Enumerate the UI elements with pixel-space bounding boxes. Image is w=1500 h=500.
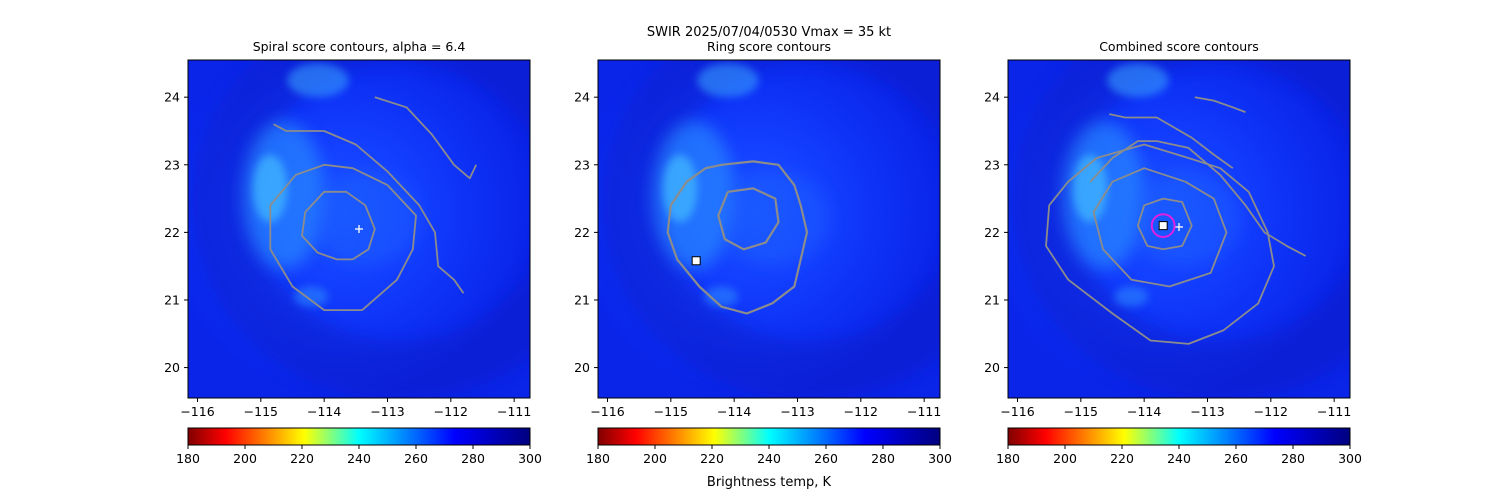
colorbar-tick-label: 260 bbox=[814, 451, 838, 466]
x-tick-label: −116 bbox=[1000, 404, 1034, 419]
contour-line bbox=[666, 160, 809, 315]
y-tick-label: 24 bbox=[574, 90, 590, 105]
y-tick-label: 22 bbox=[984, 225, 1000, 240]
x-tick-label: −111 bbox=[907, 404, 941, 419]
panel-2: Ring score contours −116 −115 −114 −113 −112 −… bbox=[574, 39, 952, 466]
ir-image bbox=[598, 60, 940, 398]
plus-marker bbox=[355, 225, 363, 233]
x-tick-label: −116 bbox=[590, 404, 624, 419]
colorbar-gradient bbox=[1007, 427, 1351, 446]
colorbar: 180 200 220 240 260 280 300 bbox=[176, 427, 542, 466]
colorbar-tick-label: 200 bbox=[643, 451, 667, 466]
y-tick-label: 24 bbox=[984, 90, 1000, 105]
contour-line bbox=[1045, 143, 1275, 345]
circle-marker bbox=[1150, 213, 1176, 239]
x-tick-label: −111 bbox=[1317, 404, 1351, 419]
x-tick-label: −116 bbox=[180, 404, 214, 419]
y-tick-label: 20 bbox=[574, 360, 590, 375]
contour-line bbox=[269, 163, 417, 312]
y-tick-label: 20 bbox=[984, 360, 1000, 375]
contours bbox=[666, 160, 809, 315]
x-tick-label: −115 bbox=[1064, 404, 1098, 419]
square-marker bbox=[1158, 221, 1168, 231]
colorbar-tick-label: 240 bbox=[347, 451, 371, 466]
y-tick-label: 23 bbox=[164, 157, 180, 172]
contour-line bbox=[1136, 197, 1193, 251]
colorbar-tick-label: 260 bbox=[404, 451, 428, 466]
colorbar-tick-label: 220 bbox=[290, 451, 314, 466]
contour-line bbox=[717, 187, 780, 251]
colorbar-gradient bbox=[597, 427, 941, 446]
colorbar-tick-label: 180 bbox=[176, 451, 200, 466]
colorbar-tick-label: 200 bbox=[233, 451, 257, 466]
y-tick-label: 22 bbox=[164, 225, 180, 240]
x-tick-label: −113 bbox=[1190, 404, 1224, 419]
axes-frame bbox=[187, 59, 531, 399]
colorbar-tick-label: 280 bbox=[1281, 451, 1305, 466]
panel-title: Ring score contours bbox=[707, 39, 831, 54]
contour-line bbox=[1092, 167, 1228, 288]
contour-line bbox=[1194, 96, 1246, 113]
figure-suptitle: SWIR 2025/07/04/0530 Vmax = 35 kt bbox=[647, 25, 891, 40]
x-tick-label: −113 bbox=[780, 404, 814, 419]
colorbar: 180 200 220 240 260 280 300 bbox=[996, 427, 1362, 466]
x-tick-label: −112 bbox=[1254, 404, 1288, 419]
y-tick-label: 21 bbox=[164, 292, 180, 307]
y-tick-label: 20 bbox=[164, 360, 180, 375]
contour-line bbox=[374, 96, 478, 180]
colorbar-tick-label: 240 bbox=[757, 451, 781, 466]
panel-title: Spiral score contours, alpha = 6.4 bbox=[253, 39, 466, 54]
x-tick-label: −112 bbox=[844, 404, 878, 419]
colorbar-tick-label: 300 bbox=[1338, 451, 1362, 466]
contours bbox=[269, 96, 478, 312]
x-tick-label: −114 bbox=[307, 404, 341, 419]
colorbar-tick-label: 180 bbox=[586, 451, 610, 466]
colorbar-tick-label: 200 bbox=[1053, 451, 1077, 466]
colorbar-label: Brightness temp, K bbox=[707, 475, 832, 490]
x-tick-label: −112 bbox=[434, 404, 468, 419]
x-tick-label: −115 bbox=[244, 404, 278, 419]
colorbar-tick-label: 300 bbox=[518, 451, 542, 466]
axes-frame bbox=[1007, 59, 1351, 399]
colorbar-tick-label: 220 bbox=[700, 451, 724, 466]
colorbar-tick-label: 180 bbox=[996, 451, 1020, 466]
panel-title: Combined score contours bbox=[1099, 39, 1259, 54]
colorbar-tick-label: 220 bbox=[1110, 451, 1134, 466]
y-tick-label: 22 bbox=[574, 225, 590, 240]
ir-image bbox=[188, 60, 530, 398]
y-tick-label: 21 bbox=[574, 292, 590, 307]
colorbar-gradient bbox=[187, 427, 531, 446]
y-tick-label: 21 bbox=[984, 292, 1000, 307]
colorbar-tick-label: 240 bbox=[1167, 451, 1191, 466]
x-tick-label: −111 bbox=[497, 404, 531, 419]
plus-marker bbox=[1175, 222, 1183, 231]
panel-1: Spiral score contours, alpha = 6.4 −116 −1… bbox=[164, 39, 542, 466]
contour-line bbox=[273, 123, 465, 294]
x-tick-label: −115 bbox=[654, 404, 688, 419]
axes-frame bbox=[597, 59, 941, 399]
x-tick-label: −114 bbox=[1127, 404, 1161, 419]
ir-image bbox=[1008, 60, 1350, 398]
y-tick-label: 23 bbox=[574, 157, 590, 172]
panel-3: Combined score contours −116 −115 −114 −113 −… bbox=[984, 39, 1362, 466]
y-tick-label: 23 bbox=[984, 157, 1000, 172]
contour-line bbox=[1089, 140, 1307, 257]
y-tick-label: 24 bbox=[164, 90, 180, 105]
colorbar: 180 200 220 240 260 280 300 bbox=[586, 427, 952, 466]
x-tick-label: −113 bbox=[370, 404, 404, 419]
square-marker bbox=[691, 256, 701, 266]
colorbar-tick-label: 280 bbox=[871, 451, 895, 466]
colorbar-tick-label: 300 bbox=[928, 451, 952, 466]
contour-line bbox=[1109, 113, 1234, 169]
colorbar-tick-label: 260 bbox=[1224, 451, 1248, 466]
colorbar-tick-label: 280 bbox=[461, 451, 485, 466]
contour-line bbox=[301, 190, 376, 261]
x-tick-label: −114 bbox=[717, 404, 751, 419]
contours bbox=[1045, 96, 1307, 345]
